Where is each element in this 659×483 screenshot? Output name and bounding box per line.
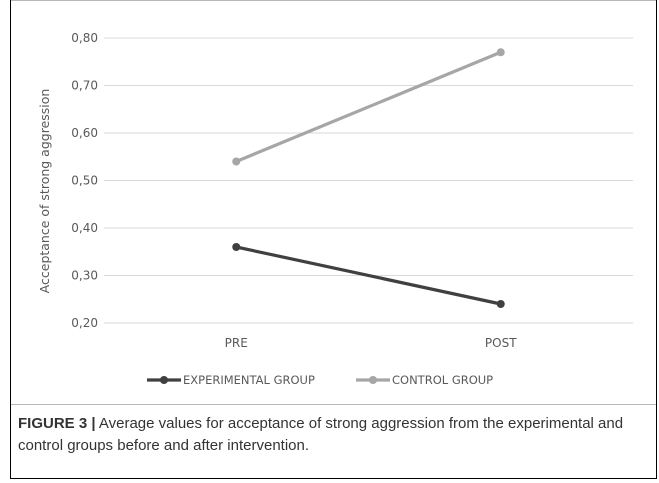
y-tick-label: 0,30 [71,269,98,283]
legend-label: EXPERIMENTAL GROUP [183,373,315,387]
y-axis-title: Acceptance of strong aggression [37,89,52,294]
y-tick-label: 0,70 [71,79,98,93]
data-point [496,48,505,57]
legend: EXPERIMENTAL GROUP CONTROL GROUP [147,373,493,387]
y-tick-label: 0,80 [71,31,98,45]
series-line [235,245,502,306]
legend-item: CONTROL GROUP [356,373,493,387]
data-point [496,300,505,308]
data-point [232,157,241,166]
figure-caption: FIGURE 3 | Average values for acceptance… [18,413,650,457]
gridlines [104,37,633,324]
figure-label: FIGURE 3 | [18,415,96,432]
y-axis-ticks: 0,20 0,30 0,40 0,50 0,60 0,70 0,80 [71,31,98,330]
y-tick-label: 0,20 [71,316,98,330]
line-chart: 0,20 0,30 0,40 0,50 0,60 0,70 0,80 PRE POST Acc… [37,31,633,387]
legend-label: CONTROL GROUP [392,373,493,387]
y-tick-label: 0,60 [71,126,98,140]
legend-swatch-marker [369,376,377,384]
data-point [232,243,241,251]
series-experimental-group [232,243,505,308]
legend-item: EXPERIMENTAL GROUP [147,373,315,387]
x-tick-label: POST [485,336,517,350]
legend-swatch-marker [160,376,168,384]
x-tick-label: PRE [225,336,248,350]
series-lines [232,48,505,308]
y-tick-label: 0,40 [71,221,98,235]
caption-text: Average values for acceptance of strong … [18,415,624,454]
chart-area: 0,20 0,30 0,40 0,50 0,60 0,70 0,80 PRE POST Acc… [11,0,656,405]
series-control-group [232,48,505,166]
series-line [235,50,502,163]
y-tick-label: 0,50 [71,174,98,188]
x-axis-ticks: PRE POST [225,336,518,350]
figure: 0,20 0,30 0,40 0,50 0,60 0,70 0,80 PRE POST Acc… [10,0,657,479]
